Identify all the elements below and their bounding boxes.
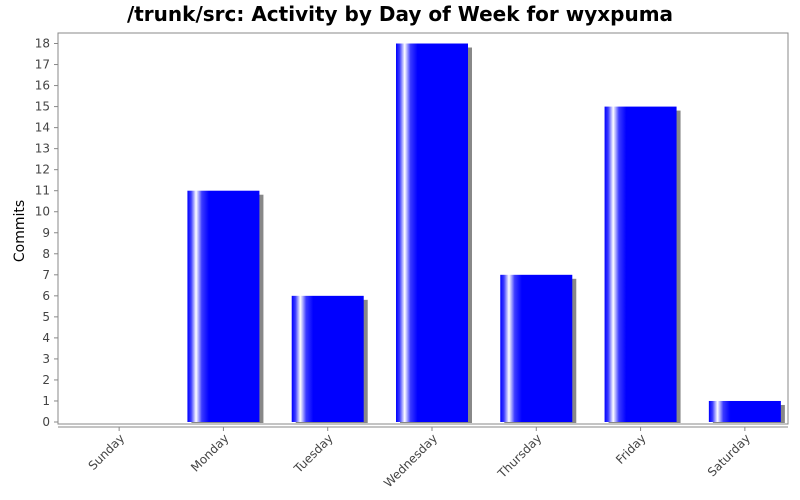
x-tick-label: Friday (613, 431, 649, 467)
y-tick-label: 8 (42, 247, 50, 261)
x-tick-label: Thursday (494, 431, 544, 481)
x-axis: Sunday Monday Tuesday Wednesday Thursday Frid… (86, 427, 753, 490)
x-tick-label: Tuesday (291, 431, 336, 476)
y-tick-label: 4 (42, 331, 50, 345)
bars (187, 43, 785, 423)
y-tick-label: 10 (35, 205, 50, 219)
y-tick-label: 7 (42, 268, 50, 282)
bar-friday (604, 106, 677, 422)
y-tick-label: 9 (42, 226, 50, 240)
bar-saturday (708, 400, 781, 422)
x-tick-label: Wednesday (381, 431, 440, 490)
y-tick-label: 5 (42, 310, 50, 324)
y-tick-label: 15 (35, 100, 50, 114)
y-tick-label: 3 (42, 352, 50, 366)
y-tick-label: 17 (35, 58, 50, 72)
bar-monday (187, 190, 260, 422)
y-tick-label: 2 (42, 373, 50, 387)
y-tick-label: 18 (35, 37, 50, 51)
bar-wednesday (396, 43, 468, 422)
y-tick-label: 6 (42, 289, 50, 303)
x-tick-label: Sunday (86, 431, 128, 473)
y-tick-label: 1 (42, 394, 50, 408)
bar-thursday (500, 274, 573, 422)
y-tick-label: 14 (35, 121, 50, 135)
chart-title: /trunk/src: Activity by Day of Week for … (126, 2, 674, 26)
y-tick-label: 0 (42, 415, 50, 429)
y-axis-title: Commits (12, 200, 28, 262)
x-tick-label: Saturday (705, 431, 753, 479)
bar-tuesday (291, 295, 364, 422)
x-tick-label: Monday (188, 431, 231, 474)
y-tick-label: 13 (35, 142, 50, 156)
y-tick-label: 12 (35, 163, 50, 177)
y-tick-label: 11 (35, 184, 50, 198)
y-tick-label: 16 (35, 79, 50, 93)
